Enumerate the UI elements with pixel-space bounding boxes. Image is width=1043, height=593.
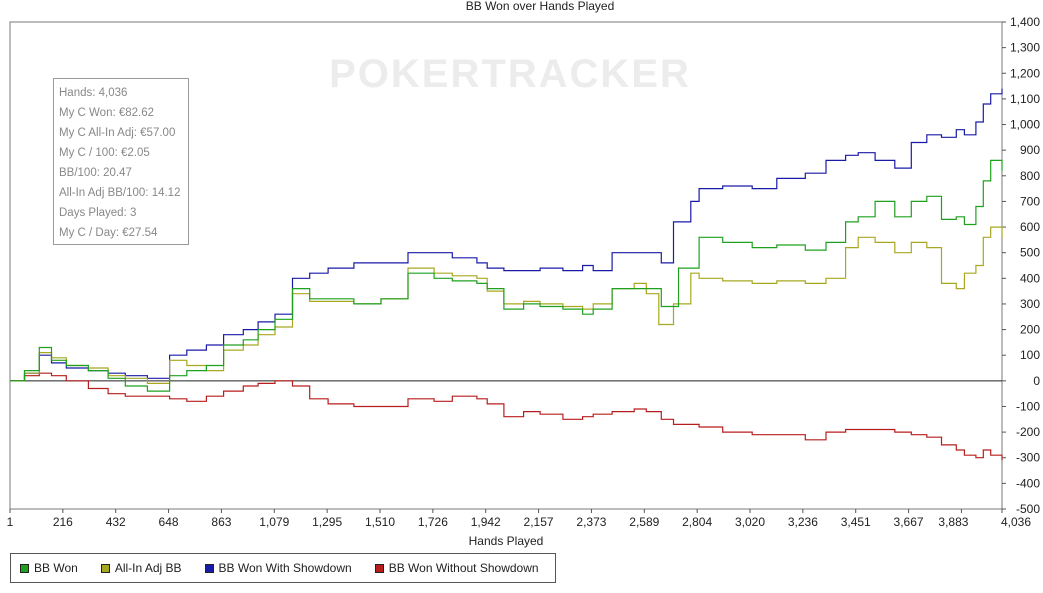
x-tick-label: 4,036 xyxy=(1001,515,1031,529)
x-tick-label: 2,157 xyxy=(524,515,554,529)
stat-allin-bb-per-100: All-In Adj BB/100: 14.12 xyxy=(59,187,181,199)
y-tick-label: 1,400 xyxy=(1010,15,1040,29)
legend-swatch xyxy=(100,563,110,573)
y-tick-label: 0 xyxy=(1033,374,1040,388)
y-tick-label: -500 xyxy=(1016,502,1040,516)
series-line-bb-won xyxy=(10,159,1003,392)
x-tick-label: 432 xyxy=(106,515,126,529)
y-tick-label: 400 xyxy=(1020,271,1040,285)
legend-item-bb-won[interactable]: BB Won xyxy=(20,561,78,575)
y-tick-label: 900 xyxy=(1020,143,1040,157)
y-tick-label: 1,100 xyxy=(1010,92,1040,106)
stat-allin-adj: My C All-In Adj: €57.00 xyxy=(59,127,176,139)
x-axis-label: Hands Played xyxy=(469,534,544,548)
x-tick-label: 1 xyxy=(7,515,14,529)
x-tick-label: 863 xyxy=(211,515,231,529)
x-tick-label: 1,726 xyxy=(418,515,448,529)
y-tick-label: 1,000 xyxy=(1010,118,1040,132)
legend-item-bb-won-with-showdown[interactable]: BB Won With Showdown xyxy=(204,561,352,575)
legend-label: BB Won xyxy=(34,561,78,575)
y-tick-label: 700 xyxy=(1020,194,1040,208)
x-tick-label: 1,295 xyxy=(312,515,342,529)
series-line-bb-won-without-showdown xyxy=(10,372,1003,461)
x-tick-label: 2,804 xyxy=(682,515,712,529)
x-tick-label: 648 xyxy=(159,515,179,529)
y-tick-label: -200 xyxy=(1016,425,1040,439)
plot-area xyxy=(9,21,1003,510)
stat-hands: Hands: 4,036 xyxy=(59,87,128,99)
x-tick-label: 2,589 xyxy=(629,515,659,529)
chart-title: BB Won over Hands Played xyxy=(466,0,615,13)
stat-won: My C Won: €82.62 xyxy=(59,107,155,119)
legend-item-all-in-adj-bb[interactable]: All-In Adj BB xyxy=(100,561,182,575)
series-line-bb-won-with-showdown xyxy=(10,88,1003,382)
y-tick-label: 300 xyxy=(1020,297,1040,311)
x-tick-label: 3,451 xyxy=(841,515,871,529)
x-tick-label: 3,667 xyxy=(894,515,924,529)
stat-per-day: My C / Day: €27.54 xyxy=(59,227,158,239)
x-tick-label: 3,883 xyxy=(938,515,968,529)
x-tick-label: 1,510 xyxy=(365,515,395,529)
series-line-all-in-adj-bb xyxy=(10,226,1003,384)
x-tick-label: 216 xyxy=(53,515,73,529)
x-tick-label: 2,373 xyxy=(576,515,606,529)
x-tick-label: 3,236 xyxy=(788,515,818,529)
y-tick-label: 500 xyxy=(1020,246,1040,260)
legend-swatch xyxy=(374,563,384,573)
y-tick-label: 600 xyxy=(1020,220,1040,234)
y-tick-label: 100 xyxy=(1020,348,1040,362)
y-tick-label: -400 xyxy=(1016,476,1040,490)
y-tick-label: 1,300 xyxy=(1010,41,1040,55)
stat-per-100: My C / 100: €2.05 xyxy=(59,147,150,159)
x-tick-label: 3,020 xyxy=(735,515,765,529)
stat-bb-per-100: BB/100: 20.47 xyxy=(59,167,132,179)
y-tick-label: 200 xyxy=(1020,323,1040,337)
series-group xyxy=(10,88,1003,461)
stat-days-played: Days Played: 3 xyxy=(59,207,137,219)
y-tick-label: 800 xyxy=(1020,169,1040,183)
y-axis: 1,400 1,300 1,200 1,100 1,000 900 800 700 600 500… xyxy=(1002,15,1040,516)
y-tick-label: -300 xyxy=(1016,451,1040,465)
legend-swatch xyxy=(204,563,214,573)
y-tick-label: -100 xyxy=(1016,399,1040,413)
legend-label: BB Won Without Showdown xyxy=(388,561,539,575)
x-tick-label: 1,942 xyxy=(471,515,501,529)
x-tick-label: 1,079 xyxy=(259,515,289,529)
x-axis: 1 216 432 648 863 1,079 1,295 1,510 1,726 1,942 2,… xyxy=(7,509,1031,529)
legend: BB Won All-In Adj BB BB Won With Showdow… xyxy=(10,553,556,583)
legend-swatch xyxy=(20,563,29,573)
y-tick-label: 1,200 xyxy=(1010,66,1040,80)
stats-box: Hands: 4,036 My C Won: €82.62 My C All-I… xyxy=(53,78,189,245)
legend-label: All-In Adj BB xyxy=(114,561,182,575)
legend-item-bb-won-without-showdown[interactable]: BB Won Without Showdown xyxy=(374,561,539,575)
legend-label: BB Won With Showdown xyxy=(218,561,352,575)
watermark-logo: POKERTRACKER xyxy=(329,52,691,96)
